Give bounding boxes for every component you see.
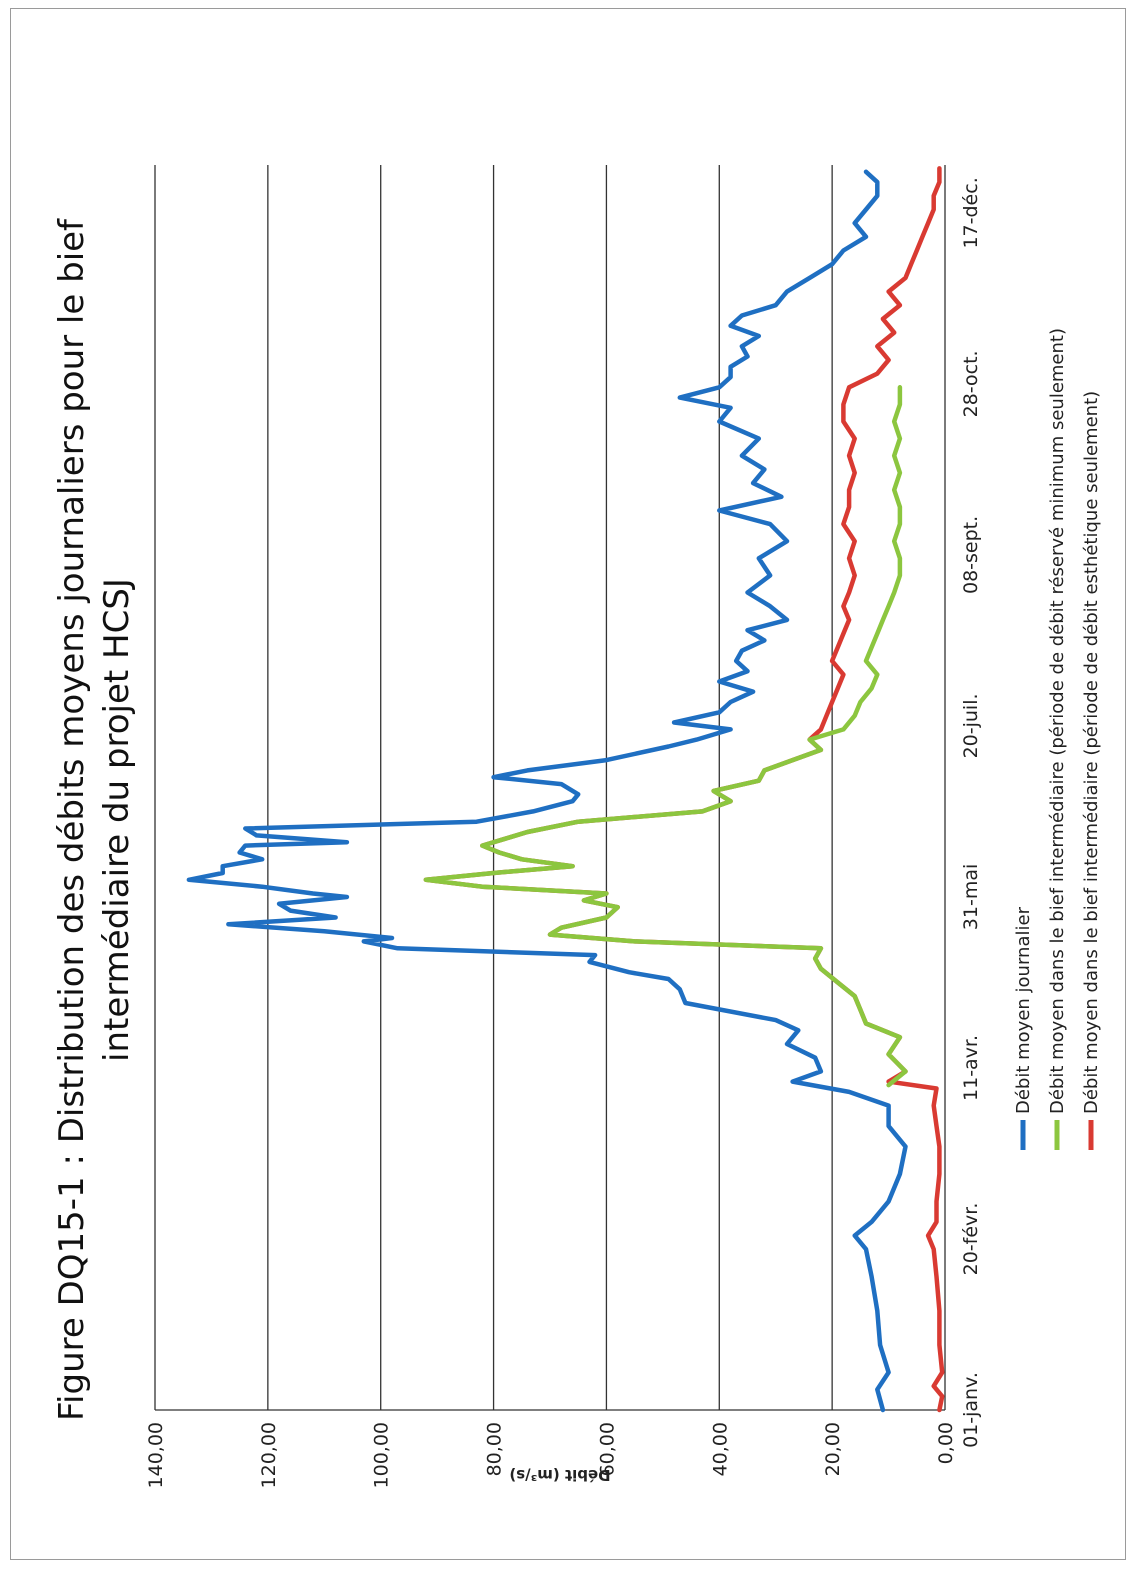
legend-label: Débit moyen journalier — [1013, 906, 1034, 1114]
y-tick-label: 80,00 — [484, 1422, 506, 1476]
y-tick-label: 60,00 — [596, 1422, 618, 1476]
x-tick-label: 01-janv. — [960, 1372, 982, 1448]
x-axis-ticks: 01-janv. 20-févr. 11-avr. 31-mai 20-juil. 08-… — [960, 177, 982, 1448]
y-tick-label: 100,00 — [371, 1422, 393, 1488]
series-line-1 — [186, 169, 908, 1413]
series-lines — [186, 166, 945, 1413]
x-tick-label: 31-mai — [960, 864, 982, 930]
chart-title-line-2: intermédiaire du projet HCSJ — [97, 578, 137, 1062]
series-line-3 — [423, 166, 945, 1413]
x-tick-label: 20-févr. — [960, 1203, 982, 1276]
page-frame — [10, 8, 1126, 1560]
legend-label: Débit moyen dans le bief intermédiaire (… — [1047, 328, 1068, 1114]
series-line-2 — [423, 385, 908, 1088]
y-axis-title: Débit (m³/s) — [509, 1466, 610, 1484]
y-tick-label: 20,00 — [822, 1422, 844, 1476]
y-tick-label: 40,00 — [709, 1422, 731, 1476]
x-tick-label: 28-oct. — [960, 350, 982, 417]
gridlines — [154, 165, 946, 1411]
legend-label: Débit moyen dans le bief intermédiaire (… — [1081, 391, 1102, 1114]
y-tick-label: 140,00 — [145, 1422, 167, 1488]
legend: Débit moyen journalier Débit moyen dans l… — [1013, 328, 1102, 1150]
y-axis-ticks: 0,00 20,00 40,00 60,00 80,00 100,00 120,00 140,… — [145, 1422, 957, 1488]
x-tick-label: 08-sept. — [960, 516, 982, 594]
x-tick-label: 20-juil. — [960, 693, 982, 758]
y-tick-label: 120,00 — [258, 1422, 280, 1488]
y-tick-label: 0,00 — [935, 1422, 957, 1464]
x-tick-label: 17-déc. — [960, 177, 982, 248]
chart-title-line-1: Figure DQ15-1 : Distribution des débits … — [52, 218, 92, 1421]
chart-title: Figure DQ15-1 : Distribution des débits … — [52, 218, 137, 1421]
x-tick-label: 11-avr. — [960, 1035, 982, 1101]
